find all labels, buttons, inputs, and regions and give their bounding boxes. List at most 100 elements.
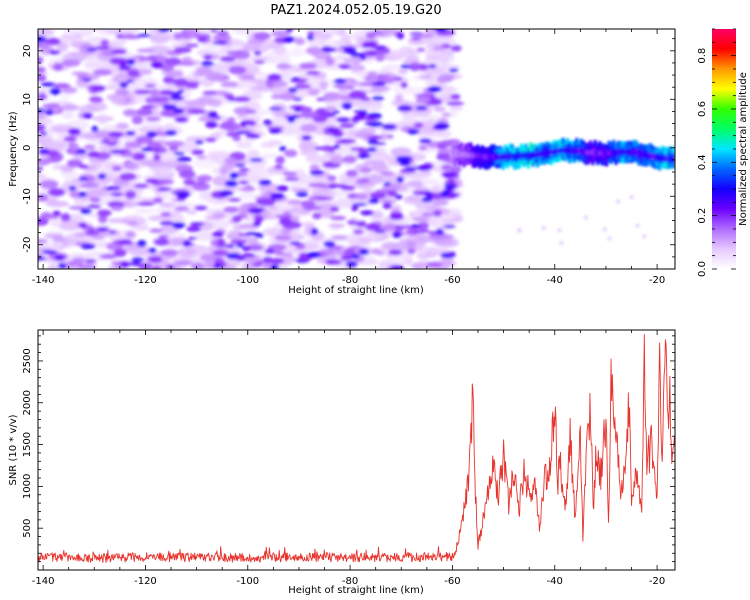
noise-blob [421, 212, 434, 217]
noise-blob [438, 129, 452, 139]
noise-blob [219, 189, 234, 197]
noise-blob [270, 192, 285, 200]
noise-blob [325, 57, 335, 66]
noise-blob [67, 260, 84, 267]
noise-blob [212, 34, 232, 42]
noise-blob [340, 255, 353, 261]
noise-blob [331, 235, 348, 241]
signal-trace-segment [559, 147, 563, 153]
noise-blob [271, 30, 290, 37]
noise-blob [352, 202, 368, 207]
noise-blob [267, 244, 287, 251]
noise-blob [333, 110, 340, 114]
noise-blob [247, 207, 263, 214]
noise-blob [40, 212, 53, 220]
noise-blob [383, 181, 391, 186]
noise-blob [77, 222, 88, 228]
noise-blob [153, 154, 161, 161]
noise-blob [418, 33, 435, 39]
noise-blob [309, 170, 325, 176]
noise-blob [332, 198, 356, 209]
noise-blob [394, 224, 405, 232]
noise-blob [234, 29, 253, 35]
noise-blob [147, 215, 163, 222]
noise-blob [407, 248, 416, 255]
noise-blob [254, 50, 262, 56]
noise-blob [212, 40, 228, 45]
noise-blob [395, 156, 411, 163]
noise-blob [227, 97, 239, 102]
signal-trace-segment [579, 148, 583, 154]
noise-blob [369, 192, 387, 200]
noise-blob [369, 232, 384, 240]
signal-trace-segment [524, 153, 528, 158]
noise-blob [133, 208, 156, 214]
noise-blob [185, 209, 197, 215]
noise-blob [350, 204, 359, 212]
noise-blob [56, 41, 68, 52]
noise-blob [160, 249, 179, 257]
noise-blob [298, 140, 319, 152]
noise-blob [266, 165, 289, 175]
signal-trace-segment [671, 156, 675, 162]
noise-blob [368, 41, 377, 49]
noise-blob [80, 208, 92, 215]
signal-trace-segment [639, 151, 643, 157]
noise-blob [406, 180, 424, 188]
signal-trace-segment [625, 149, 629, 155]
signal-trace-segment [503, 154, 507, 159]
noise-blob [276, 213, 293, 220]
signal-trace-segment [575, 148, 579, 154]
noise-blob [85, 48, 98, 52]
signal-trace-segment [619, 149, 623, 154]
noise-blob [415, 95, 431, 104]
noise-blob [211, 219, 230, 230]
noise-blob [232, 135, 242, 142]
noise-blob [63, 29, 78, 37]
noise-blob [145, 116, 161, 122]
noise-blob [364, 121, 377, 126]
noise-blob [390, 264, 405, 269]
noise-blob [48, 50, 61, 55]
noise-blob [173, 151, 185, 156]
noise-blob [63, 136, 77, 142]
noise-blob [125, 162, 139, 171]
noise-blob [343, 46, 357, 55]
noise-blob [164, 140, 185, 147]
noise-blob [148, 256, 162, 263]
noise-blob [406, 195, 421, 202]
noise-blob [196, 96, 215, 105]
noise-blob [291, 76, 301, 81]
noise-blob [172, 215, 186, 224]
noise-blob [114, 250, 126, 257]
noise-blob [517, 228, 521, 232]
noise-blob [134, 183, 149, 189]
noise-blob [331, 130, 344, 138]
noise-blob [78, 164, 89, 169]
noise-blob [341, 102, 353, 110]
noise-blob [165, 129, 178, 136]
noise-blob [44, 109, 54, 116]
noise-blob [436, 53, 455, 63]
signal-trace-segment [496, 154, 500, 160]
signal-trace-segment [602, 151, 606, 156]
noise-blob [333, 78, 347, 84]
noise-blob [38, 92, 47, 101]
tick-label: 20 [22, 44, 33, 57]
noise-blob [82, 78, 92, 82]
noise-blob [213, 257, 224, 264]
colorbar-ticks: 0.0 0.2 0.4 0.6 0.8 [697, 28, 736, 277]
noise-blob [114, 95, 125, 103]
noise-blob [558, 228, 561, 232]
noise-blob [70, 142, 79, 150]
tick-label: -120 [134, 576, 157, 587]
noise-blob [274, 164, 284, 170]
signal-trace-segment [591, 150, 595, 155]
noise-blob [173, 107, 185, 115]
noise-blob [213, 262, 222, 269]
noise-blob [425, 80, 438, 87]
tick-label: 0.2 [697, 208, 708, 224]
signal-trace-segment [476, 153, 480, 159]
tick-label: -20 [22, 237, 33, 253]
noise-blob [249, 171, 272, 179]
